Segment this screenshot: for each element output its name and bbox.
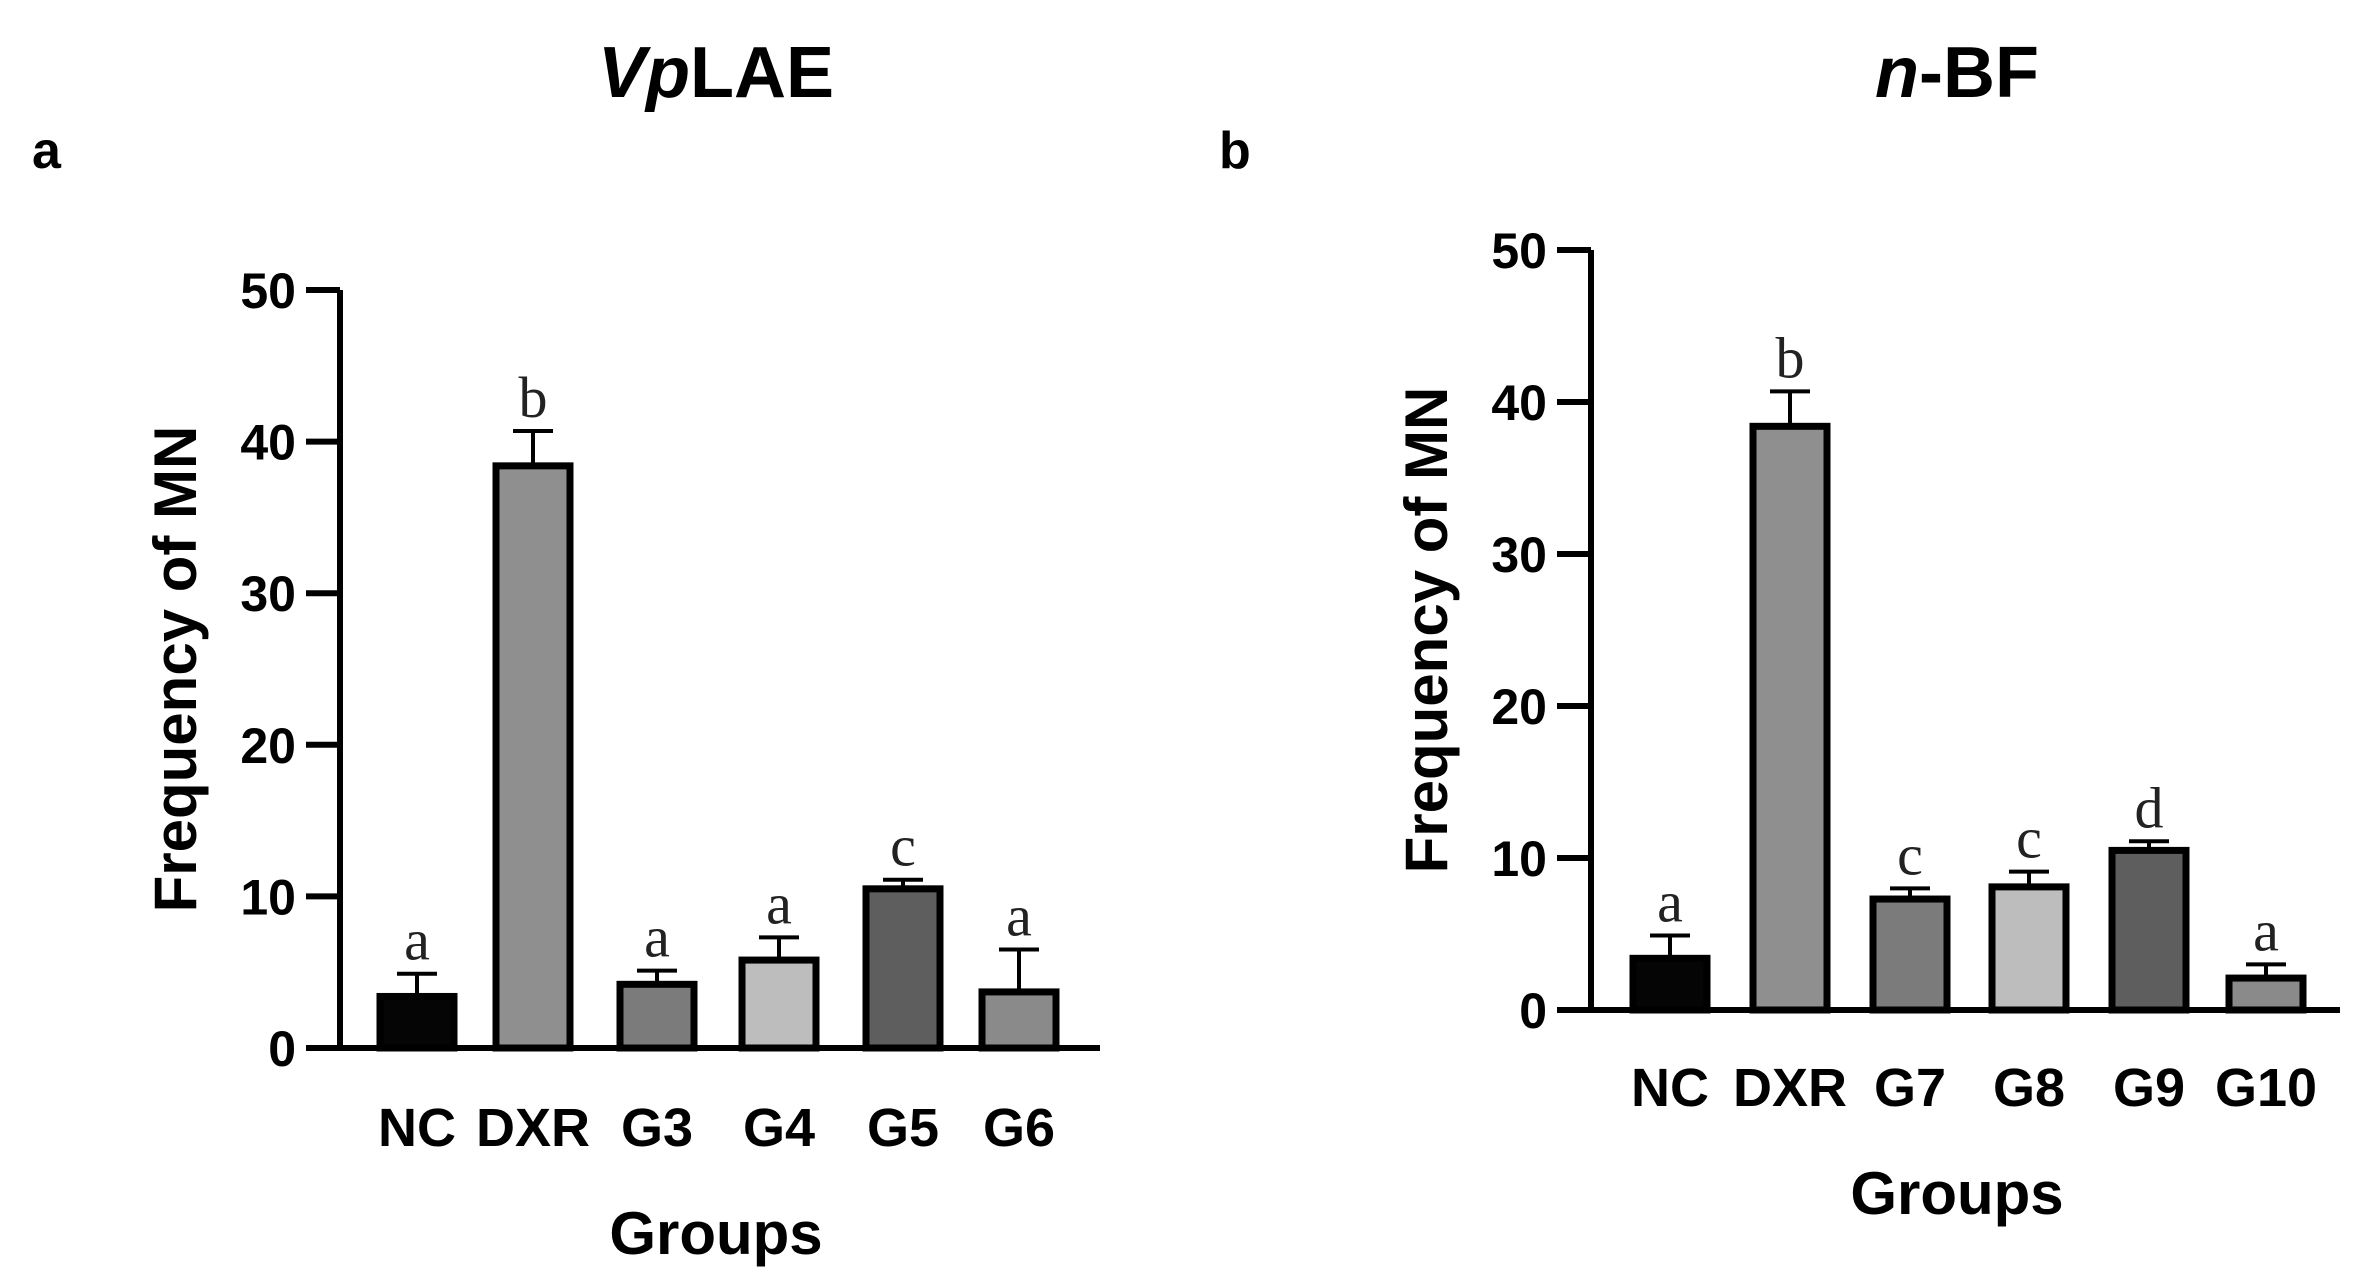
bar-g4-a [738,956,820,1052]
x-tick-label-g10-b: G10 [2215,1058,2317,1118]
y-tick-label-20-b: 20 [1491,679,1547,735]
y-tick-label-30-a: 30 [240,566,296,622]
x-tick-label-dxr-a: DXR [476,1098,590,1158]
chart-title-b: n-BF [1875,33,2039,113]
bar-dxr-b [1749,422,1831,1014]
x-axis-title-a: Groups [609,1200,822,1267]
x-axis-title-b: Groups [1850,1160,2063,1227]
significance-label-g4-a: a [766,871,792,936]
significance-label-g6-a: a [1006,883,1032,948]
significance-label-g5-a: c [890,814,916,879]
bar-g8-b [1988,883,2070,1014]
chart-title-a: VpLAE [598,33,834,113]
y-tick-label-20-a: 20 [240,718,296,774]
y-tick-label-40-a: 40 [240,415,296,471]
bar-dxr-a [492,462,574,1052]
significance-label-g8-b: c [2016,806,2042,871]
bar-g3-a [616,980,698,1052]
y-axis-title-b: Frequency of MN [1393,387,1460,874]
x-tick-label-g8-b: G8 [1993,1058,2065,1118]
bars-group-b: a NC b DXR c G7 c G8 d G9 a G10 0 10 20 30 40 50 [1491,223,2340,1118]
y-tick-label-50-a: 50 [240,263,296,319]
significance-label-g9-b: d [2135,775,2164,840]
significance-label-nc-b: a [1657,870,1683,935]
bar-nc-b [1629,954,1711,1014]
x-tick-label-g4-a: G4 [743,1098,815,1158]
bar-g9-b [2108,846,2190,1014]
y-axis-title-a: Frequency of MN [142,426,209,913]
significance-label-dxr-a: b [519,365,548,430]
bar-g5-a [862,885,944,1052]
bars-group-a: a NC b DXR a G3 a G4 c G5 a G6 0 10 20 30 40 50 [240,263,1100,1158]
x-tick-label-g5-a: G5 [867,1098,939,1158]
x-tick-label-nc-b: NC [1631,1058,1709,1118]
y-tick-label-30-b: 30 [1491,527,1547,583]
x-tick-label-g3-a: G3 [621,1098,693,1158]
y-tick-label-0-a: 0 [268,1021,296,1077]
panel-label-b: b [1219,122,1251,180]
y-tick-label-10-b: 10 [1491,831,1547,887]
chart-panel-b: n-BF b Frequency of MN Groups a NC b DXR c G7… [1219,33,2340,1227]
significance-label-g7-b: c [1897,822,1923,887]
y-tick-label-50-b: 50 [1491,223,1547,279]
chart-panel-a: VpLAE a Frequency of MN Groups a NC b DXR a G… [32,33,1100,1267]
y-tick-label-40-b: 40 [1491,375,1547,431]
significance-label-dxr-b: b [1776,325,1805,390]
bar-nc-a [376,992,458,1052]
panel-label-a: a [32,122,62,180]
significance-label-g10-b: a [2253,898,2279,963]
x-tick-label-g6-a: G6 [983,1098,1055,1158]
bar-g7-b [1869,895,1951,1014]
x-tick-label-g7-b: G7 [1874,1058,1946,1118]
x-tick-label-nc-a: NC [378,1098,456,1158]
x-tick-label-g9-b: G9 [2113,1058,2185,1118]
bar-g6-a [978,988,1060,1052]
bar-g10-b [2225,974,2307,1014]
y-tick-label-10-a: 10 [240,869,296,925]
y-tick-label-0-b: 0 [1519,983,1547,1039]
significance-label-nc-a: a [404,908,430,973]
significance-label-g3-a: a [644,905,670,970]
x-tick-label-dxr-b: DXR [1733,1058,1847,1118]
